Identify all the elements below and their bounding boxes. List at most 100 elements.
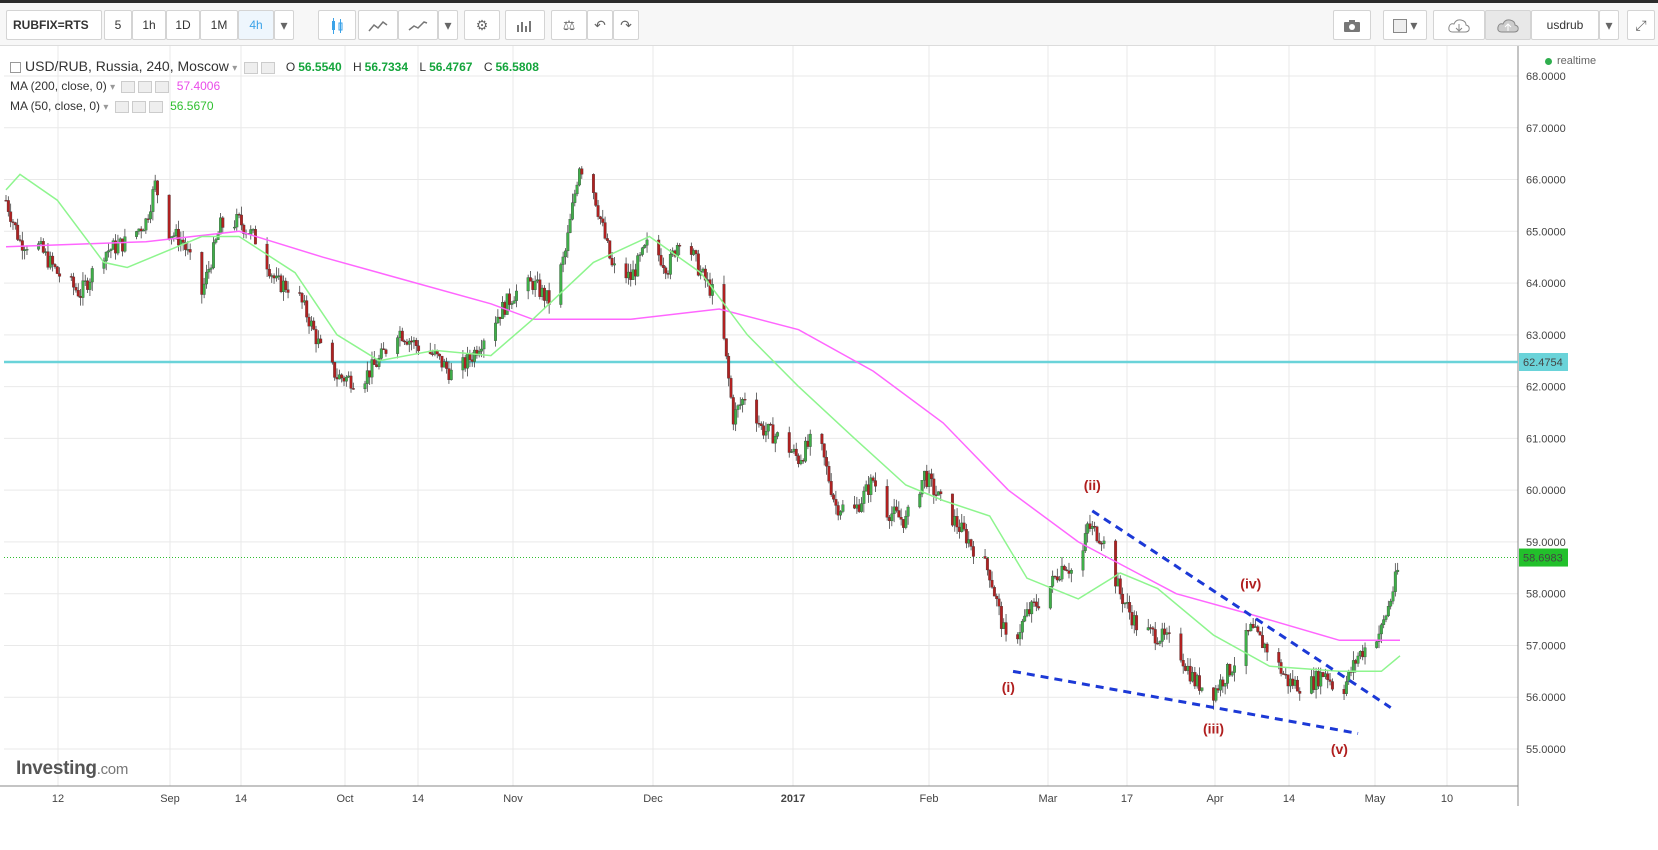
candle-up bbox=[1344, 681, 1348, 694]
candle-up bbox=[920, 480, 924, 495]
save-layout-button[interactable] bbox=[1485, 10, 1531, 40]
candle-down bbox=[594, 192, 598, 206]
candle-down bbox=[899, 517, 903, 520]
candle-down bbox=[340, 374, 344, 379]
candle-down bbox=[605, 238, 609, 241]
candle-down bbox=[16, 224, 20, 240]
candle-up bbox=[480, 348, 483, 352]
candles-icon bbox=[332, 18, 343, 35]
gear-icon[interactable] bbox=[131, 100, 146, 113]
area-chart-icon bbox=[368, 21, 388, 32]
candle-down bbox=[414, 339, 418, 346]
price-chart[interactable]: 55.0000 56.0000 57.0000 58.0000 59.0000 60.00… bbox=[0, 46, 1658, 850]
interval-5[interactable]: 5 bbox=[104, 10, 132, 40]
candle-down bbox=[1163, 628, 1167, 635]
candle-down bbox=[1330, 681, 1334, 690]
load-layout-button[interactable] bbox=[1433, 10, 1485, 40]
candle-up bbox=[1386, 606, 1390, 617]
symbol-search[interactable]: RUBFIX=RTS bbox=[6, 10, 102, 40]
candle-down bbox=[188, 249, 192, 253]
compare-button[interactable]: ⚖ bbox=[551, 10, 587, 40]
layout-dropdown[interactable]: ▾ bbox=[1599, 10, 1619, 40]
fullscreen-button[interactable]: ⤢ bbox=[1627, 10, 1655, 40]
candle-up bbox=[363, 383, 367, 390]
indicators-icon bbox=[517, 21, 531, 33]
candle-up bbox=[370, 359, 374, 378]
candle-up bbox=[564, 250, 567, 258]
interval-1d[interactable]: 1D bbox=[166, 10, 200, 40]
candle-up bbox=[906, 506, 910, 517]
wave-label: (i) bbox=[1002, 679, 1015, 695]
gear-icon[interactable] bbox=[260, 61, 275, 74]
candle-down bbox=[988, 569, 992, 581]
eye-icon[interactable] bbox=[114, 100, 129, 113]
ohlc-high-value: 56.7334 bbox=[364, 60, 409, 74]
candle-up bbox=[1389, 600, 1393, 607]
current-price-badge bbox=[1519, 548, 1568, 567]
undo-button[interactable]: ↶ bbox=[587, 10, 613, 40]
candle-up bbox=[1379, 624, 1383, 635]
chart-type-area[interactable] bbox=[358, 10, 398, 40]
time-tick-label: Oct bbox=[336, 793, 353, 805]
candle-down bbox=[312, 320, 316, 330]
template-icon bbox=[1392, 19, 1407, 34]
candle-down bbox=[1118, 578, 1122, 595]
eye-icon[interactable] bbox=[243, 61, 258, 74]
time-tick-label: Apr bbox=[1206, 793, 1223, 805]
candle-down bbox=[314, 329, 318, 345]
candle-down bbox=[596, 205, 600, 217]
interval-1m[interactable]: 1M bbox=[200, 10, 238, 40]
candle-down bbox=[659, 254, 663, 266]
candle-down bbox=[1295, 679, 1299, 692]
candle-down bbox=[797, 455, 801, 465]
candle-up bbox=[81, 280, 85, 298]
time-tick-label: Sep bbox=[160, 793, 180, 805]
screenshot-button[interactable] bbox=[1333, 10, 1371, 40]
time-tick-label: May bbox=[1365, 793, 1386, 805]
candle-up bbox=[773, 436, 777, 444]
candle-down bbox=[177, 228, 180, 246]
candle-up bbox=[1377, 633, 1381, 642]
candle-up bbox=[636, 255, 640, 277]
candle-down bbox=[580, 168, 584, 175]
price-tick-label: 56.0000 bbox=[1526, 692, 1566, 704]
logo-name: Investing bbox=[16, 758, 97, 779]
chevron-down-icon[interactable]: ▾ bbox=[232, 63, 238, 74]
redo-button[interactable]: ↷ bbox=[613, 10, 639, 40]
chart-type-candles[interactable] bbox=[318, 10, 356, 40]
gear-icon[interactable] bbox=[138, 80, 153, 93]
candle-down bbox=[999, 606, 1003, 629]
layout-name[interactable]: usdrub bbox=[1531, 10, 1599, 40]
wave-label: (ii) bbox=[1084, 477, 1101, 493]
candle-up bbox=[496, 316, 500, 324]
candle-up bbox=[377, 358, 381, 367]
time-tick-label: Dec bbox=[643, 793, 663, 805]
collapse-legend-icon[interactable] bbox=[10, 62, 21, 74]
chevron-down-icon[interactable]: ▾ bbox=[103, 102, 109, 113]
interval-4h[interactable]: 4h bbox=[238, 10, 274, 40]
candle-down bbox=[829, 481, 833, 495]
interval-dropdown[interactable]: ▾ bbox=[274, 10, 294, 40]
settings-button[interactable]: ⚙ bbox=[464, 10, 500, 40]
price-tick-label: 59.0000 bbox=[1526, 537, 1566, 549]
indicators-button[interactable] bbox=[505, 10, 545, 40]
candle-down bbox=[955, 516, 959, 528]
candle-up bbox=[927, 473, 931, 487]
candle-up bbox=[559, 264, 563, 305]
chart-type-dropdown[interactable]: ▾ bbox=[438, 10, 458, 40]
template-button[interactable]: ▾ bbox=[1383, 10, 1427, 40]
eye-icon[interactable] bbox=[121, 80, 136, 93]
candle-down bbox=[156, 180, 159, 196]
candle-down bbox=[76, 290, 80, 297]
chart-type-line[interactable] bbox=[398, 10, 438, 40]
candle-down bbox=[694, 250, 698, 254]
candle-down bbox=[242, 224, 246, 234]
candle-up bbox=[172, 235, 176, 238]
close-icon[interactable] bbox=[155, 80, 170, 93]
candle-down bbox=[825, 457, 828, 467]
candle-up bbox=[1146, 627, 1150, 631]
candle-down bbox=[1261, 635, 1264, 649]
interval-1h[interactable]: 1h bbox=[132, 10, 166, 40]
chevron-down-icon[interactable]: ▾ bbox=[110, 82, 116, 93]
close-icon[interactable] bbox=[148, 100, 163, 113]
